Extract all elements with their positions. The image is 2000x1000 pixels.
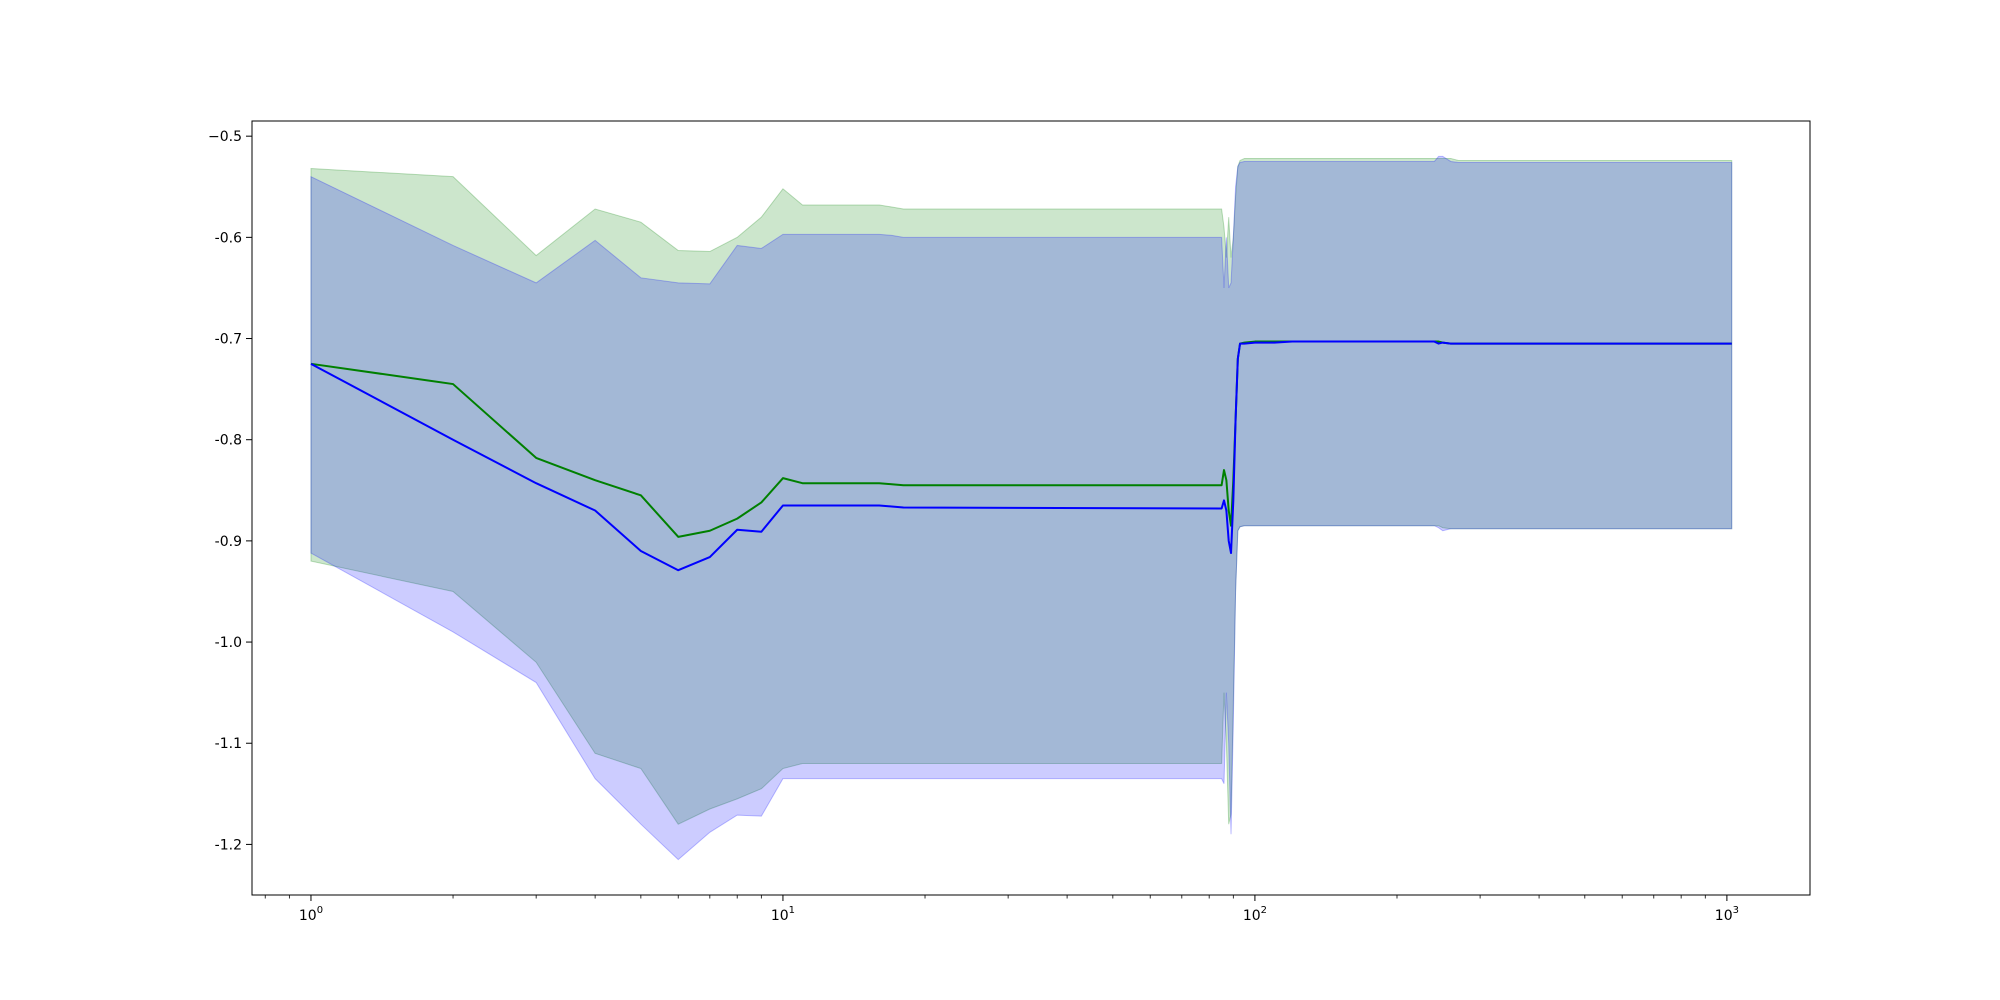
x-tick-label: 103 — [1715, 905, 1739, 924]
band-series-1 — [310, 157, 1733, 825]
y-tick-label: -0.7 — [215, 332, 242, 348]
y-tick-label: -1.0 — [215, 635, 242, 651]
y-axis: −0.5 -0.6 -0.7 -0.8 -0.9 -1.0 -1.1 -1.2 — [208, 129, 252, 853]
plot-frame — [251, 120, 1811, 896]
y-tick-label: -0.8 — [215, 433, 242, 449]
y-tick-label: −0.5 — [208, 129, 242, 145]
x-axis: 100 101 102 103 — [264, 895, 1739, 924]
y-tick-label: -0.9 — [215, 534, 242, 550]
y-tick-label: -0.6 — [215, 230, 242, 246]
series-lines — [310, 340, 1732, 572]
x-tick-label: 100 — [299, 905, 323, 924]
y-tick-label: -1.1 — [215, 736, 242, 752]
line-series-2 — [310, 340, 1732, 572]
x-tick-label: 102 — [1243, 905, 1267, 924]
y-tick-label: -1.2 — [215, 837, 242, 853]
x-tick-label: 101 — [771, 905, 795, 924]
